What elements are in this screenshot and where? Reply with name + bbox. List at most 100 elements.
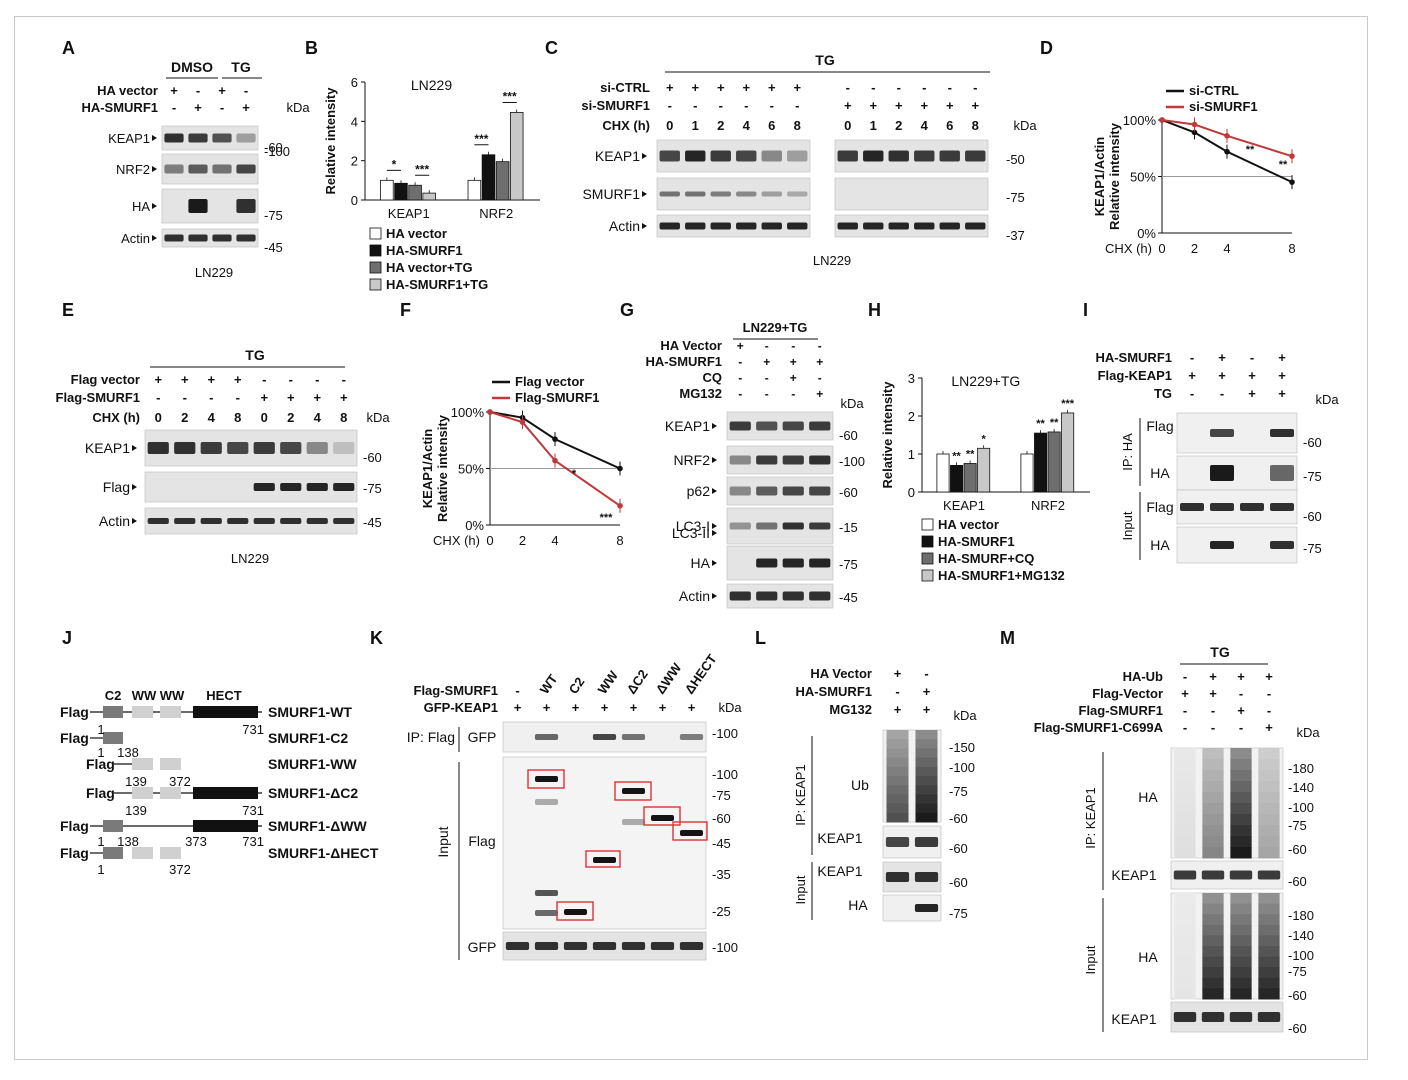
- sig-mark: **: [1246, 144, 1255, 156]
- legend-label: HA-SMURF1+TG: [386, 277, 488, 292]
- row-label: HA-SMURF1: [81, 100, 158, 115]
- blot-ha: [1176, 455, 1298, 491]
- blot-nrf2: [726, 445, 834, 475]
- mw-marker: -60: [1288, 874, 1307, 889]
- arrow-icon: [712, 423, 717, 429]
- sign-mark: +: [601, 700, 609, 715]
- blot-keap1-input: [1170, 1001, 1284, 1033]
- band: [761, 191, 782, 197]
- construct-name: SMURF1-ΔHECT: [268, 845, 379, 861]
- band: [679, 734, 704, 740]
- flag-tag: Flag: [60, 845, 89, 861]
- residue-number: 138: [117, 745, 139, 760]
- band: [939, 222, 960, 230]
- smear-segment: [886, 803, 909, 814]
- band: [650, 942, 675, 950]
- mw-marker: -140: [1288, 780, 1314, 795]
- x-category-label: NRF2: [479, 206, 513, 221]
- mw-marker: -100: [1288, 948, 1314, 963]
- bar: [380, 179, 394, 201]
- legend-label: HA-SMURF1+MG132: [938, 568, 1065, 583]
- legend-swatch: [921, 569, 934, 582]
- y-tick-label: 0%: [1137, 226, 1156, 241]
- smear-segment: [1174, 914, 1196, 926]
- sign-mark: +: [717, 80, 725, 95]
- band: [280, 442, 302, 454]
- mw-marker: -60: [949, 811, 968, 826]
- smear-segment: [1258, 836, 1280, 848]
- smear-segment: [1174, 836, 1196, 848]
- band: [227, 518, 249, 524]
- band: [564, 909, 587, 915]
- chx-value: 0: [844, 118, 851, 133]
- blot-nrf2: [161, 153, 259, 185]
- smear-segment: [1202, 792, 1224, 804]
- arrow-icon: [712, 488, 717, 494]
- mw-marker: -75: [1303, 541, 1322, 556]
- blot-label: HA: [1138, 789, 1158, 805]
- legend-swatch: [369, 278, 382, 291]
- blot-label: p62: [687, 483, 711, 499]
- residue-number: 373: [185, 834, 207, 849]
- band: [1229, 1012, 1253, 1022]
- sig-mark: ***: [503, 89, 517, 103]
- band: [164, 234, 184, 242]
- band: [164, 133, 184, 143]
- band: [837, 222, 858, 230]
- sign-mark: -: [236, 390, 240, 405]
- band: [535, 910, 558, 916]
- smear-segment: [1202, 759, 1224, 771]
- bar: [394, 182, 408, 201]
- sign-mark: +: [1248, 386, 1256, 401]
- y-tick-label: 2: [908, 409, 915, 424]
- smear-segment: [1174, 759, 1196, 771]
- band: [1201, 1012, 1225, 1022]
- smear-segment: [886, 794, 909, 805]
- x-tick-label: 0: [486, 533, 493, 548]
- smear-segment: [1174, 814, 1196, 826]
- band: [782, 522, 804, 530]
- mw-marker: -140: [1288, 928, 1314, 943]
- smear-segment: [1174, 967, 1196, 979]
- band: [914, 837, 939, 847]
- sign-mark: +: [946, 98, 954, 113]
- band: [756, 558, 778, 568]
- sign-mark: -: [244, 83, 248, 98]
- y-tick-label: 3: [908, 371, 915, 386]
- blot-actin: [726, 583, 834, 609]
- smear-segment: [1258, 781, 1280, 793]
- chx-value: 0: [666, 118, 673, 133]
- sign-mark: +: [1265, 669, 1273, 684]
- smear-segment: [1230, 914, 1252, 926]
- blot-ha-input: [882, 894, 942, 922]
- sign-mark: -: [262, 372, 266, 387]
- residue-number: 138: [117, 834, 139, 849]
- sig-mark: ***: [474, 132, 488, 146]
- sign-mark: +: [218, 83, 226, 98]
- panel-label-j: J: [62, 628, 73, 648]
- blot-label: Actin: [121, 231, 150, 246]
- smear-segment: [1202, 946, 1224, 958]
- smear-segment: [1258, 792, 1280, 804]
- kda-label: kDa: [1296, 725, 1320, 740]
- smear-segment: [1202, 988, 1224, 1000]
- x-tick-label: 2: [519, 533, 526, 548]
- blot-label: HA: [691, 555, 711, 571]
- band: [736, 191, 757, 197]
- band: [280, 483, 302, 491]
- mw-marker: -60: [264, 140, 283, 155]
- domain-box-c2: [103, 732, 123, 744]
- bar: [495, 161, 510, 201]
- chx-value: 2: [895, 118, 902, 133]
- arrow-icon: [712, 593, 717, 599]
- red-highlight-box: [556, 901, 594, 921]
- chx-value: 0: [261, 410, 268, 425]
- band: [563, 942, 588, 950]
- smear-segment: [1230, 935, 1252, 947]
- mw-marker: -60: [839, 428, 858, 443]
- mw-marker: -75: [712, 788, 731, 803]
- residue-number: 372: [169, 774, 191, 789]
- sign-mark: -: [1211, 703, 1215, 718]
- construct-name: SMURF1-WW: [268, 756, 357, 772]
- bar: [1020, 453, 1034, 493]
